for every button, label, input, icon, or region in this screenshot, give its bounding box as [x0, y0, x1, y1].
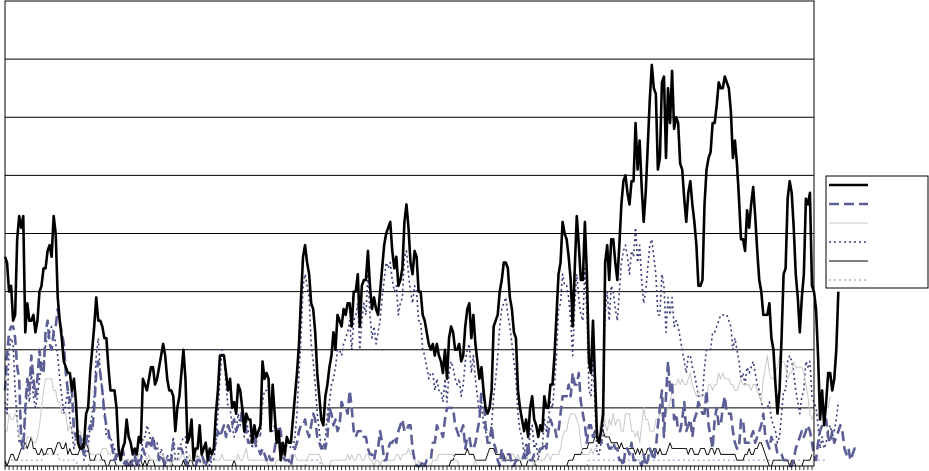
- x-axis-ticks: [4, 466, 813, 470]
- legend: [825, 175, 929, 289]
- series-line-3: [5, 355, 831, 467]
- series-line-2: [3, 307, 857, 468]
- legend-box: [825, 175, 929, 289]
- series-layer: [3, 63, 857, 468]
- series-line-4: [4, 226, 840, 467]
- gridlines: [5, 0, 814, 409]
- plot-area-frame: [4, 0, 815, 467]
- series-line-1: [3, 63, 840, 462]
